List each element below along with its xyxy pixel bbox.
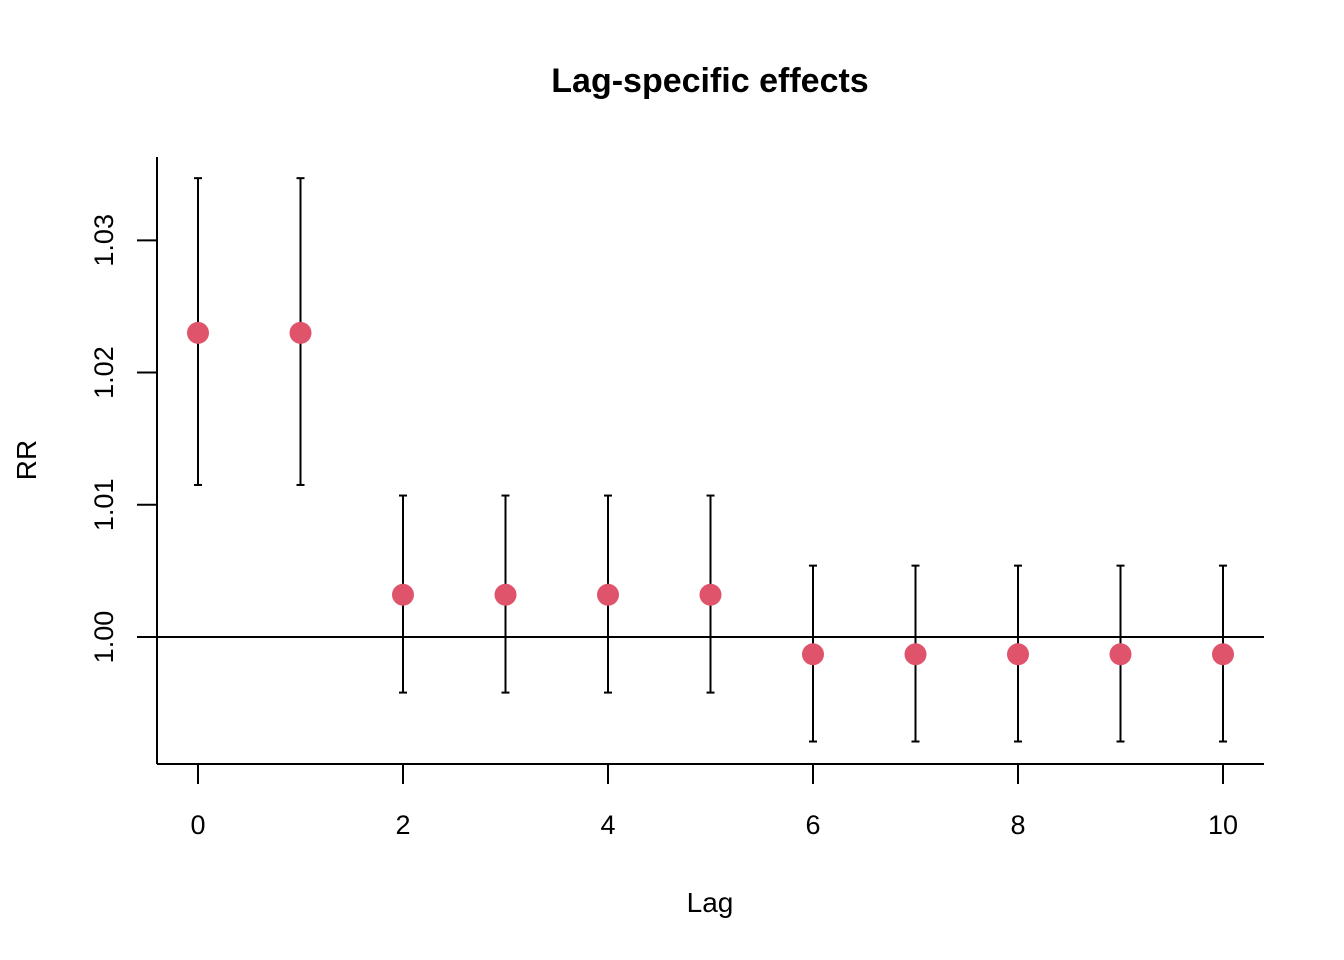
data-point xyxy=(494,583,517,606)
y-tick-label: 1.03 xyxy=(89,214,119,267)
data-point xyxy=(904,643,927,666)
x-tick-label: 6 xyxy=(805,810,820,840)
x-axis-label: Lag xyxy=(687,887,734,918)
y-tick-label: 1.01 xyxy=(89,479,119,532)
data-point xyxy=(597,583,619,606)
data-point xyxy=(1109,643,1132,666)
x-tick-label: 2 xyxy=(395,810,410,840)
data-point xyxy=(1007,643,1029,666)
data-point xyxy=(1212,643,1234,666)
y-tick-label: 1.02 xyxy=(89,346,119,399)
data-point xyxy=(187,321,209,344)
data-point xyxy=(802,643,824,666)
data-point xyxy=(392,583,414,606)
data-point xyxy=(289,321,312,344)
data-point xyxy=(699,583,722,606)
y-axis-label: RR xyxy=(11,440,42,480)
x-tick-label: 10 xyxy=(1208,810,1238,840)
chart-title: Lag-specific effects xyxy=(551,62,868,100)
x-tick-label: 4 xyxy=(600,810,615,840)
x-tick-label: 0 xyxy=(190,810,205,840)
y-tick-label: 1.00 xyxy=(89,611,119,664)
x-tick-label: 8 xyxy=(1010,810,1025,840)
